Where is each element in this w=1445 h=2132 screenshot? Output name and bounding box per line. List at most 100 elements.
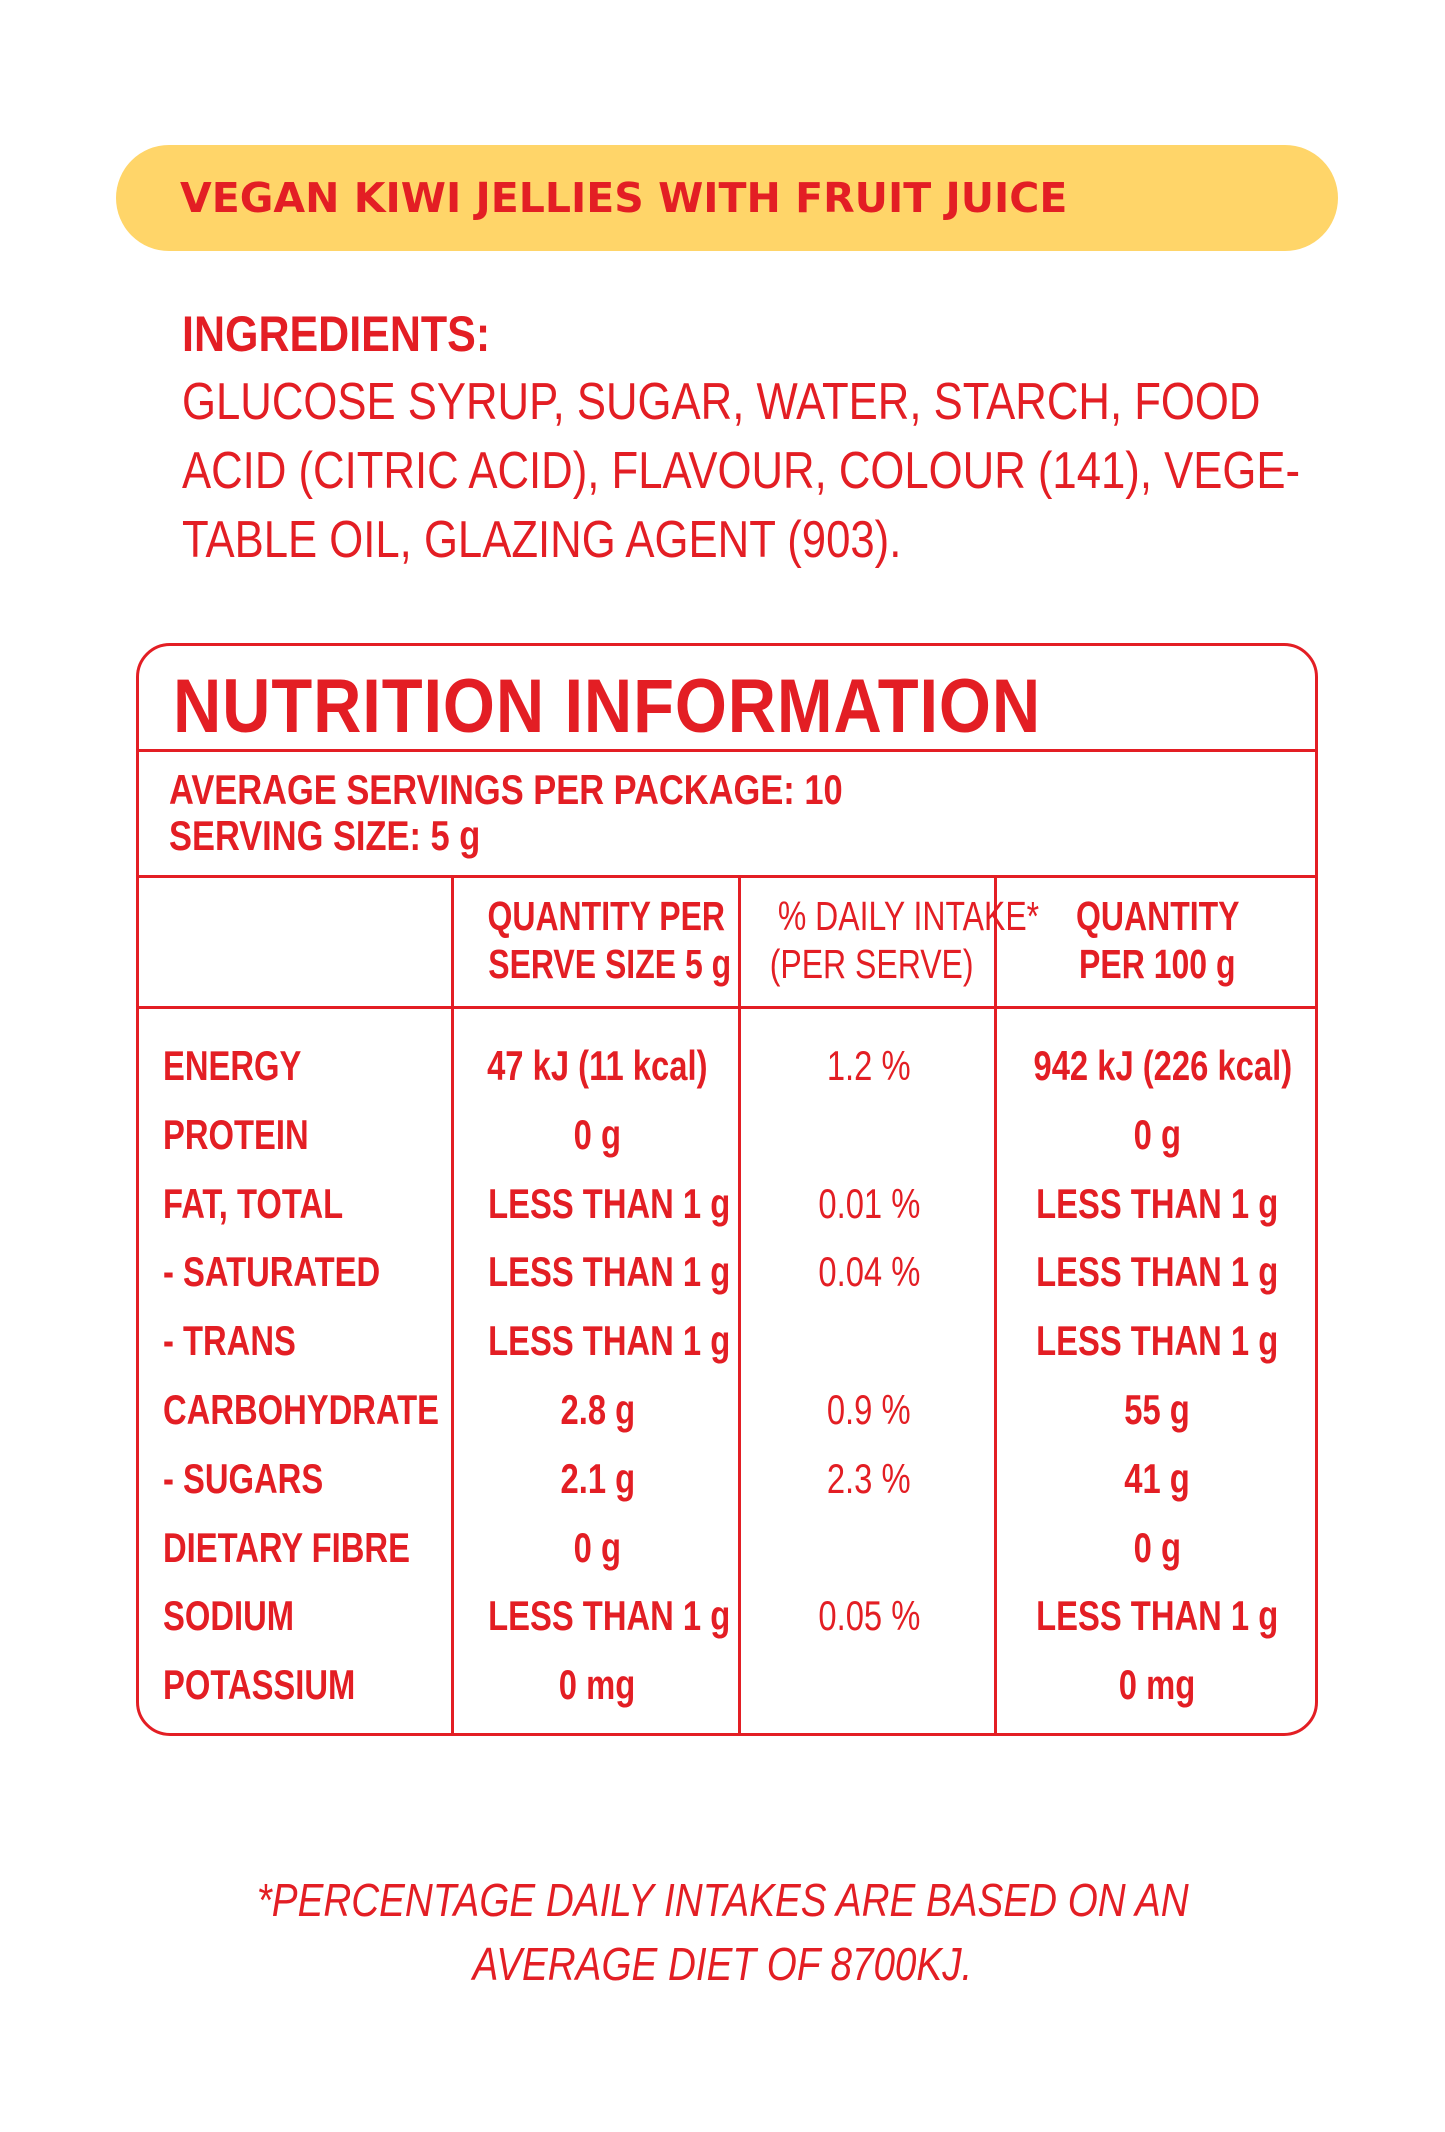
footnote: *PERCENTAGE DAILY INTAKES ARE BASED ON A… <box>0 1868 1445 1996</box>
value-per-serve-cell: 0 mg <box>454 1650 741 1719</box>
value-daily-intake-cell: 2.3 % <box>741 1444 997 1513</box>
value-per-serve-cell: 2.8 g <box>454 1375 741 1444</box>
value-per-100g: 55 g <box>1124 1386 1191 1433</box>
value-per-serve: LESS THAN 1 g <box>488 1179 731 1227</box>
value-daily-intake-cell: 0.9 % <box>741 1375 997 1444</box>
footnote-line-2: AVERAGE DIET OF 8700KJ. <box>472 1938 973 1990</box>
column-header-line: PER 100 g <box>1079 941 1236 987</box>
nutrition-row: POTASSIUM 0 mg 0 mg <box>139 1650 1315 1719</box>
value-per-100g-cell: 942 kJ (226 kcal) <box>997 1031 1318 1100</box>
value-daily-intake-cell <box>741 1306 997 1375</box>
value-per-serve: LESS THAN 1 g <box>488 1317 731 1365</box>
value-daily-intake: 0.01 % <box>817 1179 920 1227</box>
value-daily-intake: 0.9 % <box>827 1386 911 1433</box>
nutrient-label-cell: DIETARY FIBRE <box>163 1513 443 1582</box>
nutrient-label-cell: - SATURATED <box>163 1237 443 1306</box>
divider <box>139 875 1315 878</box>
value-daily-intake: 0.05 % <box>817 1592 920 1640</box>
value-daily-intake-cell <box>741 1100 997 1169</box>
value-per-serve: LESS THAN 1 g <box>488 1592 731 1640</box>
value-per-100g-cell: 0 g <box>997 1513 1318 1582</box>
nutrient-label-cell: FAT, TOTAL <box>163 1169 443 1238</box>
nutrient-label: FAT, TOTAL <box>163 1179 344 1227</box>
nutrient-label-cell: - SUGARS <box>163 1444 443 1513</box>
product-title-banner: VEGAN KIWI JELLIES WITH FRUIT JUICE <box>116 145 1338 251</box>
ingredients-heading: INGREDIENTS: <box>182 306 491 362</box>
value-per-100g-cell: LESS THAN 1 g <box>997 1306 1318 1375</box>
ingredients-line-3: TABLE OIL, GLAZING AGENT (903). <box>182 511 902 569</box>
ingredients-section: INGREDIENTS: GLUCOSE SYRUP, SUGAR, WATER… <box>182 300 1300 575</box>
value-per-100g-cell: LESS THAN 1 g <box>997 1169 1318 1238</box>
value-daily-intake-cell: 1.2 % <box>741 1031 997 1100</box>
divider <box>139 1006 1315 1009</box>
nutrition-row: FAT, TOTAL LESS THAN 1 g 0.01 % LESS THAN 1… <box>139 1169 1315 1238</box>
ingredients-line-1: GLUCOSE SYRUP, SUGAR, WATER, STARCH, FOO… <box>182 373 1261 431</box>
nutrition-row: PROTEIN 0 g 0 g <box>139 1100 1315 1169</box>
value-per-serve: LESS THAN 1 g <box>488 1248 731 1296</box>
value-per-100g: LESS THAN 1 g <box>1036 1179 1279 1227</box>
nutrient-label: PROTEIN <box>163 1110 309 1158</box>
value-per-100g: LESS THAN 1 g <box>1036 1317 1279 1365</box>
value-per-serve-cell: LESS THAN 1 g <box>454 1306 741 1375</box>
value-per-serve-cell: LESS THAN 1 g <box>454 1169 741 1238</box>
column-header-line: (PER SERVE) <box>769 941 974 987</box>
column-header-per-100g: QUANTITY PER 100 g <box>997 892 1318 988</box>
value-daily-intake-cell: 0.01 % <box>741 1169 997 1238</box>
column-header-daily-intake: % DAILY INTAKE* (PER SERVE) <box>741 892 1039 988</box>
value-daily-intake-cell <box>741 1650 997 1719</box>
divider <box>139 749 1315 752</box>
value-per-serve: 47 kJ (11 kcal) <box>487 1042 708 1089</box>
value-per-100g: 0 g <box>1133 1110 1182 1158</box>
nutrient-label: - TRANS <box>163 1317 296 1365</box>
value-per-100g-cell: 41 g <box>997 1444 1318 1513</box>
value-per-serve-cell: LESS THAN 1 g <box>454 1581 741 1650</box>
value-per-100g: 41 g <box>1124 1454 1191 1502</box>
value-per-serve: 2.1 g <box>560 1454 635 1502</box>
column-header-line: SERVE SIZE 5 g <box>488 941 732 987</box>
column-header-line: QUANTITY <box>1075 893 1240 939</box>
value-per-100g: 0 g <box>1133 1523 1182 1571</box>
product-title: VEGAN KIWI JELLIES WITH FRUIT JUICE <box>180 174 1068 222</box>
value-per-100g-cell: 0 g <box>997 1100 1318 1169</box>
value-daily-intake-cell: 0.05 % <box>741 1581 997 1650</box>
nutrient-label: - SUGARS <box>163 1454 324 1502</box>
column-divider <box>994 878 997 1736</box>
column-header-per-serve: QUANTITY PER SERVE SIZE 5 g <box>454 892 741 988</box>
column-header-line: QUANTITY PER <box>487 893 726 939</box>
value-per-100g: 942 kJ (226 kcal) <box>1033 1042 1293 1089</box>
nutrition-row: CARBOHYDRATE 2.8 g 0.9 % 55 g <box>139 1375 1315 1444</box>
value-per-serve-cell: LESS THAN 1 g <box>454 1237 741 1306</box>
column-header-line: % DAILY INTAKE* <box>777 893 1040 939</box>
value-daily-intake-cell: 0.04 % <box>741 1237 997 1306</box>
value-per-100g: 0 mg <box>1119 1661 1196 1709</box>
value-daily-intake-cell <box>741 1513 997 1582</box>
footnote-line-1: *PERCENTAGE DAILY INTAKES ARE BASED ON A… <box>256 1874 1189 1926</box>
value-per-serve: 0 g <box>573 1523 622 1571</box>
value-per-serve-cell: 0 g <box>454 1513 741 1582</box>
value-per-100g-cell: 0 mg <box>997 1650 1318 1719</box>
value-per-100g: LESS THAN 1 g <box>1036 1248 1279 1296</box>
value-daily-intake: 0.04 % <box>817 1248 920 1296</box>
nutrient-label: SODIUM <box>163 1592 295 1640</box>
nutrition-title: NUTRITION INFORMATION <box>173 664 1042 749</box>
column-divider <box>451 878 454 1736</box>
nutrient-label-cell: POTASSIUM <box>163 1650 443 1719</box>
value-per-serve: 0 mg <box>559 1661 636 1709</box>
value-per-serve: 2.8 g <box>560 1386 635 1433</box>
value-daily-intake: 1.2 % <box>827 1042 911 1089</box>
nutrition-row: SODIUM LESS THAN 1 g 0.05 % LESS THAN 1 g <box>139 1581 1315 1650</box>
value-daily-intake: 2.3 % <box>827 1454 911 1502</box>
nutrient-label: ENERGY <box>163 1042 302 1089</box>
serving-size: SERVING SIZE: 5 g <box>169 812 481 859</box>
nutrition-panel: NUTRITION INFORMATION AVERAGE SERVINGS P… <box>136 643 1318 1736</box>
value-per-serve: 0 g <box>573 1110 622 1158</box>
nutrient-label: DIETARY FIBRE <box>163 1523 410 1571</box>
nutrient-label: POTASSIUM <box>163 1661 356 1709</box>
nutrient-label: - SATURATED <box>163 1248 381 1296</box>
value-per-serve-cell: 0 g <box>454 1100 741 1169</box>
value-per-100g-cell: LESS THAN 1 g <box>997 1237 1318 1306</box>
value-per-serve-cell: 2.1 g <box>454 1444 741 1513</box>
nutrient-label-cell: - TRANS <box>163 1306 443 1375</box>
nutrition-row: DIETARY FIBRE 0 g 0 g <box>139 1513 1315 1582</box>
nutrition-row: - TRANS LESS THAN 1 g LESS THAN 1 g <box>139 1306 1315 1375</box>
